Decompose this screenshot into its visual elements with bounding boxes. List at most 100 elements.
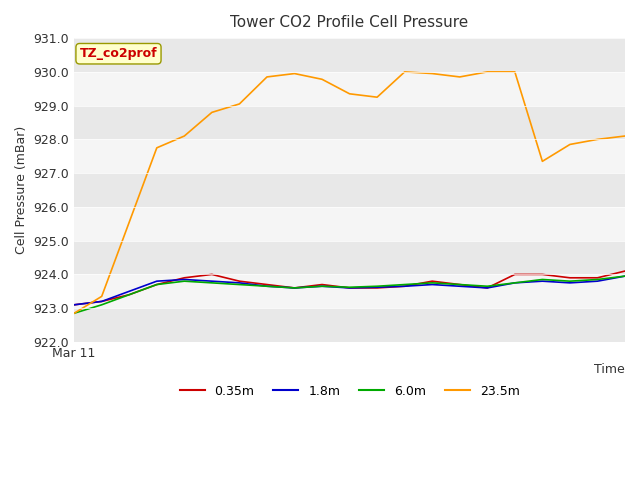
1.8m	[236, 280, 243, 286]
1.8m	[456, 283, 463, 289]
6.0m	[236, 282, 243, 288]
23.5m	[125, 219, 133, 225]
1.8m	[538, 278, 546, 284]
6.0m	[208, 280, 216, 286]
0.35m	[236, 278, 243, 284]
6.0m	[456, 282, 463, 288]
0.35m	[263, 282, 271, 288]
6.0m	[180, 278, 188, 284]
Text: Time: Time	[595, 363, 625, 376]
1.8m	[318, 283, 326, 289]
1.8m	[208, 278, 216, 284]
23.5m	[346, 91, 353, 96]
23.5m	[621, 133, 629, 139]
1.8m	[291, 285, 298, 291]
0.35m	[566, 275, 573, 281]
23.5m	[566, 142, 573, 147]
0.35m	[401, 283, 408, 289]
23.5m	[318, 76, 326, 82]
6.0m	[98, 302, 106, 308]
23.5m	[263, 74, 271, 80]
0.35m	[373, 285, 381, 291]
6.0m	[346, 284, 353, 290]
1.8m	[511, 280, 518, 286]
1.8m	[153, 278, 161, 284]
Bar	[74, 139, 625, 173]
1.8m	[346, 285, 353, 291]
6.0m	[291, 285, 298, 291]
0.35m	[291, 285, 298, 291]
23.5m	[236, 101, 243, 107]
23.5m	[373, 94, 381, 100]
6.0m	[125, 292, 133, 298]
1.8m	[373, 284, 381, 290]
0.35m	[98, 299, 106, 304]
1.8m	[98, 299, 106, 304]
Text: TZ_co2prof: TZ_co2prof	[79, 47, 157, 60]
0.35m	[125, 292, 133, 298]
6.0m	[373, 283, 381, 289]
Bar	[74, 207, 625, 240]
6.0m	[153, 282, 161, 288]
Title: Tower CO2 Profile Cell Pressure: Tower CO2 Profile Cell Pressure	[230, 15, 468, 30]
0.35m	[428, 278, 436, 284]
Legend: 0.35m, 1.8m, 6.0m, 23.5m: 0.35m, 1.8m, 6.0m, 23.5m	[175, 380, 525, 403]
1.8m	[263, 283, 271, 289]
Bar	[74, 308, 625, 342]
1.8m	[428, 282, 436, 288]
6.0m	[318, 283, 326, 289]
6.0m	[594, 276, 602, 282]
Line: 23.5m: 23.5m	[74, 72, 625, 313]
0.35m	[511, 272, 518, 277]
1.8m	[180, 276, 188, 282]
23.5m	[511, 69, 518, 75]
6.0m	[566, 278, 573, 284]
Bar	[74, 106, 625, 139]
6.0m	[511, 280, 518, 286]
Line: 1.8m: 1.8m	[74, 276, 625, 305]
0.35m	[538, 272, 546, 277]
Bar	[74, 240, 625, 275]
6.0m	[621, 273, 629, 279]
23.5m	[291, 71, 298, 76]
Bar	[74, 72, 625, 106]
Line: 6.0m: 6.0m	[74, 276, 625, 313]
23.5m	[594, 136, 602, 142]
23.5m	[456, 74, 463, 80]
0.35m	[180, 275, 188, 281]
23.5m	[401, 69, 408, 75]
1.8m	[125, 288, 133, 294]
23.5m	[98, 293, 106, 299]
6.0m	[401, 282, 408, 288]
Bar	[74, 38, 625, 72]
1.8m	[70, 302, 78, 308]
6.0m	[428, 280, 436, 286]
0.35m	[483, 285, 491, 291]
23.5m	[428, 71, 436, 76]
0.35m	[70, 302, 78, 308]
1.8m	[483, 285, 491, 291]
Bar	[74, 173, 625, 207]
6.0m	[538, 276, 546, 282]
Bar	[74, 275, 625, 308]
0.35m	[594, 275, 602, 281]
23.5m	[70, 311, 78, 316]
23.5m	[538, 158, 546, 164]
0.35m	[346, 285, 353, 291]
1.8m	[401, 283, 408, 289]
23.5m	[483, 69, 491, 75]
Line: 0.35m: 0.35m	[74, 271, 625, 305]
0.35m	[621, 268, 629, 274]
23.5m	[180, 133, 188, 139]
0.35m	[318, 282, 326, 288]
1.8m	[621, 273, 629, 279]
0.35m	[208, 272, 216, 277]
6.0m	[483, 283, 491, 289]
23.5m	[208, 109, 216, 115]
6.0m	[263, 283, 271, 289]
Y-axis label: Cell Pressure (mBar): Cell Pressure (mBar)	[15, 126, 28, 254]
1.8m	[594, 278, 602, 284]
6.0m	[70, 311, 78, 316]
1.8m	[566, 280, 573, 286]
0.35m	[153, 282, 161, 288]
